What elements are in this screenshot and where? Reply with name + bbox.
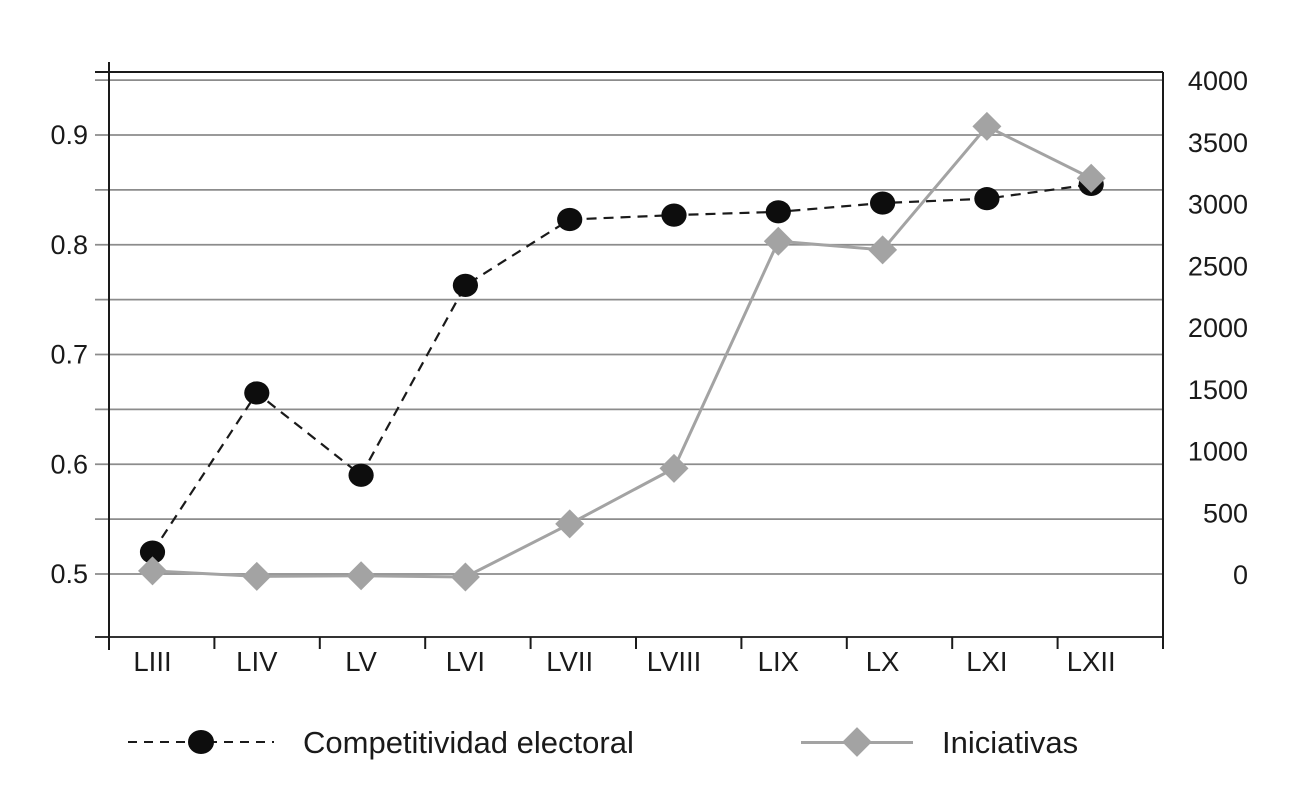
right-axis-label: 2000 — [1188, 313, 1248, 343]
legend-item-competitividad: Competitividad electoral — [128, 720, 634, 764]
data-point-circle — [661, 203, 687, 227]
x-axis-category-label: LVII — [546, 646, 593, 677]
legend-item-iniciativas: Iniciativas — [801, 720, 1078, 764]
right-axis-label: 4000 — [1188, 66, 1248, 96]
circle-marker-icon — [188, 730, 214, 754]
diamond-marker-icon — [842, 727, 872, 757]
data-point-diamond — [972, 111, 1002, 141]
dashed-line-sample — [128, 730, 274, 754]
data-point-diamond — [242, 561, 272, 591]
data-point-circle — [139, 540, 166, 564]
data-point-diamond — [346, 561, 376, 591]
right-axis-label: 500 — [1203, 498, 1248, 528]
x-axis-category-label: LXII — [1067, 646, 1116, 677]
series-line-1 — [152, 124, 1092, 579]
x-axis-category-label: LV — [345, 646, 377, 677]
left-axis-label: 0.7 — [50, 340, 88, 370]
data-point-diamond — [555, 509, 585, 539]
right-axis-label: 2500 — [1188, 251, 1248, 281]
left-axis-label: 0.8 — [50, 230, 88, 260]
data-point-diamond — [450, 562, 480, 592]
left-axis-label: 0.6 — [50, 449, 88, 479]
x-axis-category-label: LVI — [446, 646, 485, 677]
data-point-circle — [244, 381, 270, 405]
x-axis-category-label: LIV — [236, 646, 278, 677]
x-axis-category-label: LIII — [133, 646, 171, 677]
solid-line-sample — [801, 727, 913, 757]
x-axis-category-label: LX — [866, 646, 900, 677]
data-point-diamond — [138, 556, 167, 586]
legend-label-competitividad: Competitividad electoral — [303, 724, 634, 760]
x-axis-category-label: LIX — [758, 646, 799, 677]
data-point-diamond — [868, 235, 898, 265]
x-axis-category-label: LXI — [966, 646, 1007, 677]
data-point-diamond — [1076, 163, 1106, 193]
left-axis-label: 0.5 — [50, 559, 88, 589]
legend: Competitividad electoral Iniciativas — [0, 720, 1293, 764]
data-point-circle — [870, 191, 896, 215]
legend-label-iniciativas: Iniciativas — [942, 724, 1079, 760]
right-axis-label: 1000 — [1188, 437, 1248, 467]
data-point-circle — [765, 200, 791, 224]
right-axis-label: 3000 — [1188, 190, 1248, 220]
right-axis-label: 0 — [1233, 560, 1248, 590]
data-point-circle — [452, 273, 478, 297]
data-point-diamond — [659, 453, 689, 483]
data-point-diamond — [763, 226, 793, 256]
x-axis-category-label: LVIII — [647, 646, 702, 677]
data-point-circle — [974, 187, 1000, 211]
left-axis-label: 0.9 — [50, 120, 88, 150]
data-point-circle — [348, 463, 374, 487]
right-axis-label: 1500 — [1188, 375, 1248, 405]
right-axis-label: 3500 — [1188, 128, 1248, 158]
data-point-circle — [557, 207, 583, 232]
series-line-0 — [151, 183, 1092, 553]
